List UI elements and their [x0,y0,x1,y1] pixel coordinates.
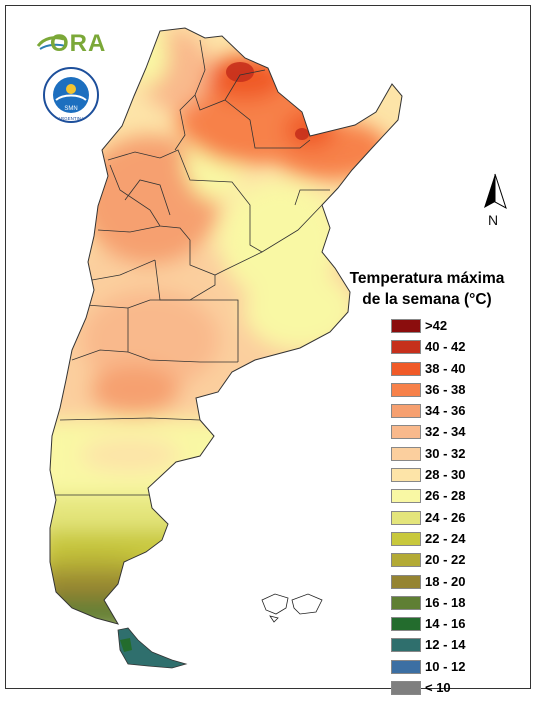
ora-logo-text: ORA [50,30,107,57]
legend-label: 26 - 28 [425,488,466,504]
legend-swatch [391,659,421,674]
legend-label: 16 - 18 [425,594,466,610]
legend-swatch [391,681,421,696]
north-letter: N [488,212,499,228]
legend-swatch [391,617,421,632]
legend-label: 10 - 12 [425,658,466,674]
legend-label: < 10 [425,680,451,696]
legend-label: 20 - 22 [425,552,466,568]
legend-swatch [391,340,421,355]
legend-swatch [391,489,421,504]
legend-label: 24 - 26 [425,509,466,525]
legend-label: 40 - 42 [425,339,466,355]
legend-title: Temperatura máxima de la semana (°C) [338,268,516,310]
legend-label: 30 - 32 [425,445,466,461]
ora-logo [36,36,67,50]
legend-swatch [391,425,421,440]
legend-label: 36 - 38 [425,381,466,397]
legend-swatch [391,595,421,610]
legend-label: 38 - 40 [425,360,466,376]
legend-label: 34 - 36 [425,403,466,419]
smn-seal-logo: SMN ARGENTINA [43,67,99,123]
legend-title-line2: de la semana (°C) [362,291,492,308]
legend-label: >42 [425,318,448,333]
legend-label: 22 - 24 [425,530,466,546]
legend-title-line1: Temperatura máxima [349,270,505,287]
province-boundaries [50,39,330,496]
north-arrow-icon [484,173,507,210]
legend-swatch [391,553,421,568]
legend-swatch [391,468,421,483]
legend-swatch [391,404,421,419]
legend-swatch [391,638,421,653]
legend-swatch [391,446,421,461]
legend-swatch [391,574,421,589]
legend-label: 18 - 20 [425,573,466,589]
legend-label: 14 - 16 [425,616,466,632]
legend-label: 12 - 14 [425,637,466,653]
legend-label: 28 - 30 [425,467,466,483]
legend-swatch [391,361,421,376]
legend-swatch [391,531,421,546]
legend-swatch [391,319,421,333]
legend-swatch [391,382,421,397]
legend-swatch [391,510,421,525]
seal-center-text: SMN [64,106,77,112]
tierra-del-fuego [117,627,188,669]
seal-bottom-text: ARGENTINA [58,116,84,121]
malvinas-islands [261,593,323,623]
legend-label: 32 - 34 [425,424,466,440]
